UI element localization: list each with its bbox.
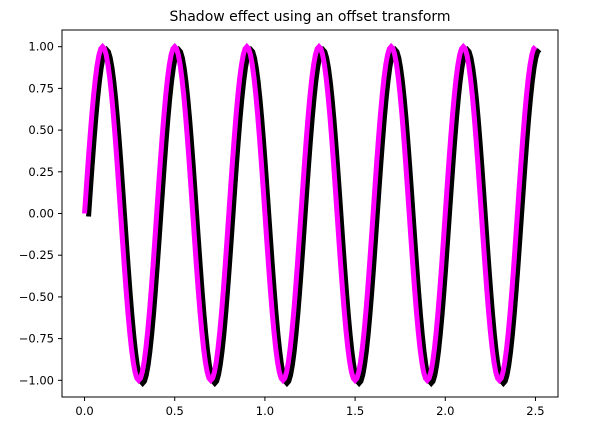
x-tick-label: 0.0 [75,404,93,418]
x-tick-label: 1.5 [346,404,364,418]
x-tick-label: 2.0 [436,404,454,418]
x-axis: 0.0 0.5 1.0 1.5 2.0 2.5 [75,397,545,418]
x-tick-label: 1.0 [256,404,274,418]
x-tick-label: 0.5 [166,404,184,418]
y-tick-label: 1.00 [28,40,54,54]
chart-title: Shadow effect using an offset transform [169,9,450,25]
y-tick-label: −0.25 [19,248,54,262]
series-shadow-line [86,45,542,388]
plot-lines [82,42,542,388]
y-axis: 1.00 0.75 0.50 0.25 0.00 −0.25 −0.50 −0.75 −1.00 [19,40,62,387]
y-tick-label: −0.75 [19,332,54,346]
y-tick-label: −1.00 [19,373,54,387]
y-tick-label: 0.00 [28,207,54,221]
series-line [82,42,538,385]
y-tick-label: 0.75 [28,81,54,95]
x-tick-label: 2.5 [526,404,544,418]
y-tick-label: −0.50 [19,290,54,304]
y-tick-label: 0.50 [28,123,54,137]
y-tick-label: 0.25 [28,165,54,179]
